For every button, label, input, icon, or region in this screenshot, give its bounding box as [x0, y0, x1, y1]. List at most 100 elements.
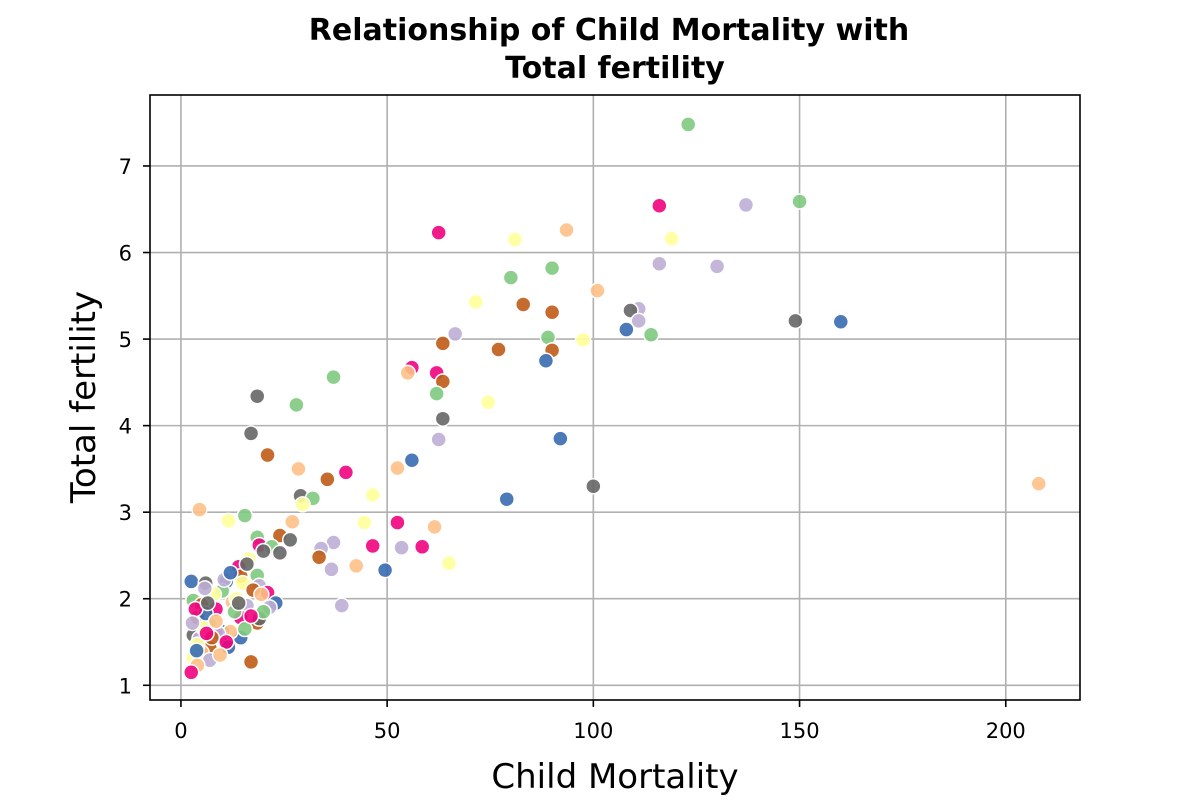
- y-tick-label: 3: [119, 501, 132, 525]
- x-axis-label: Child Mortality: [491, 757, 738, 797]
- data-point: [242, 607, 260, 625]
- data-point: [284, 513, 301, 530]
- data-point: [403, 452, 421, 469]
- data-point: [230, 594, 247, 612]
- data-point: [271, 544, 289, 562]
- data-point: [543, 303, 561, 321]
- y-axis-label: Total fertility: [64, 291, 104, 504]
- data-point: [558, 221, 575, 239]
- data-point: [479, 394, 497, 411]
- data-point: [430, 224, 447, 241]
- data-point: [319, 471, 336, 488]
- data-point: [323, 561, 340, 578]
- data-point: [325, 368, 342, 386]
- data-point: [389, 459, 406, 477]
- data-point: [440, 554, 458, 572]
- data-point: [207, 612, 225, 630]
- data-point: [294, 496, 311, 513]
- data-point: [708, 258, 726, 275]
- data-point: [832, 313, 850, 331]
- y-tick-label: 7: [119, 155, 132, 179]
- data-point: [618, 321, 635, 338]
- data-point: [434, 335, 452, 352]
- grid-lines: [150, 95, 1080, 700]
- data-point: [651, 255, 668, 273]
- data-point: [426, 518, 443, 536]
- data-point: [543, 259, 561, 277]
- data-point: [364, 537, 381, 555]
- data-point: [376, 561, 394, 579]
- data-point: [630, 312, 647, 330]
- y-tick-label: 5: [119, 328, 132, 352]
- data-point: [198, 625, 215, 642]
- data-point: [220, 512, 237, 530]
- x-tick-label: 0: [174, 719, 187, 743]
- data-point: [787, 312, 804, 330]
- data-point: [182, 664, 200, 681]
- x-tick-label: 150: [780, 719, 820, 743]
- x-tick-label: 50: [374, 719, 401, 743]
- data-point: [238, 555, 256, 573]
- y-tick-label: 6: [119, 242, 132, 266]
- data-point: [337, 464, 355, 481]
- data-point: [333, 597, 351, 614]
- data-point: [434, 410, 452, 427]
- data-point: [791, 193, 808, 210]
- data-point: [490, 341, 507, 358]
- scatter-points: [182, 116, 1048, 681]
- data-point: [253, 586, 270, 603]
- y-tick-label: 4: [119, 415, 132, 439]
- data-point: [184, 614, 201, 632]
- data-point: [364, 486, 381, 504]
- data-point: [259, 446, 276, 464]
- data-point: [737, 196, 755, 214]
- chart-title-line-1: Relationship of Child Mortality with: [309, 13, 909, 48]
- data-point: [393, 539, 410, 556]
- data-point: [222, 564, 239, 582]
- data-point: [242, 425, 260, 442]
- data-point: [255, 542, 272, 560]
- data-point: [1030, 475, 1048, 492]
- data-point: [199, 594, 216, 612]
- data-point: [430, 431, 447, 448]
- data-point: [502, 269, 520, 286]
- data-point: [347, 557, 365, 575]
- data-point: [288, 396, 305, 414]
- data-point: [585, 477, 602, 495]
- data-point: [310, 548, 328, 566]
- data-point: [236, 507, 254, 524]
- data-point: [498, 490, 515, 508]
- data-point: [413, 538, 431, 556]
- y-tick-label: 2: [119, 588, 132, 612]
- data-point: [356, 514, 373, 531]
- data-point: [467, 293, 485, 311]
- data-point: [281, 531, 299, 549]
- y-tick-label: 1: [119, 674, 132, 698]
- data-point: [679, 116, 697, 133]
- data-point: [552, 430, 569, 447]
- chart-title-line-2: Total fertility: [505, 51, 725, 86]
- data-point: [514, 296, 532, 313]
- data-point: [182, 573, 200, 590]
- data-point: [399, 364, 417, 382]
- plot-area-frame: [149, 94, 1081, 701]
- data-point: [428, 385, 445, 402]
- data-point: [290, 460, 307, 478]
- data-point: [663, 230, 680, 247]
- data-point: [506, 231, 524, 248]
- data-point: [211, 646, 229, 664]
- axis-ticks: 0 50 100 150 200 1 2 3 4 5 6 7: [119, 155, 1026, 743]
- data-point: [537, 352, 555, 369]
- data-point: [651, 197, 668, 215]
- data-point: [589, 282, 606, 299]
- data-point: [446, 325, 464, 343]
- data-point: [389, 514, 406, 531]
- data-point: [191, 501, 208, 518]
- data-point: [236, 620, 254, 638]
- data-point: [248, 387, 266, 405]
- data-point: [242, 653, 260, 671]
- data-point: [196, 580, 214, 597]
- data-point: [642, 326, 660, 343]
- x-tick-label: 200: [986, 719, 1026, 743]
